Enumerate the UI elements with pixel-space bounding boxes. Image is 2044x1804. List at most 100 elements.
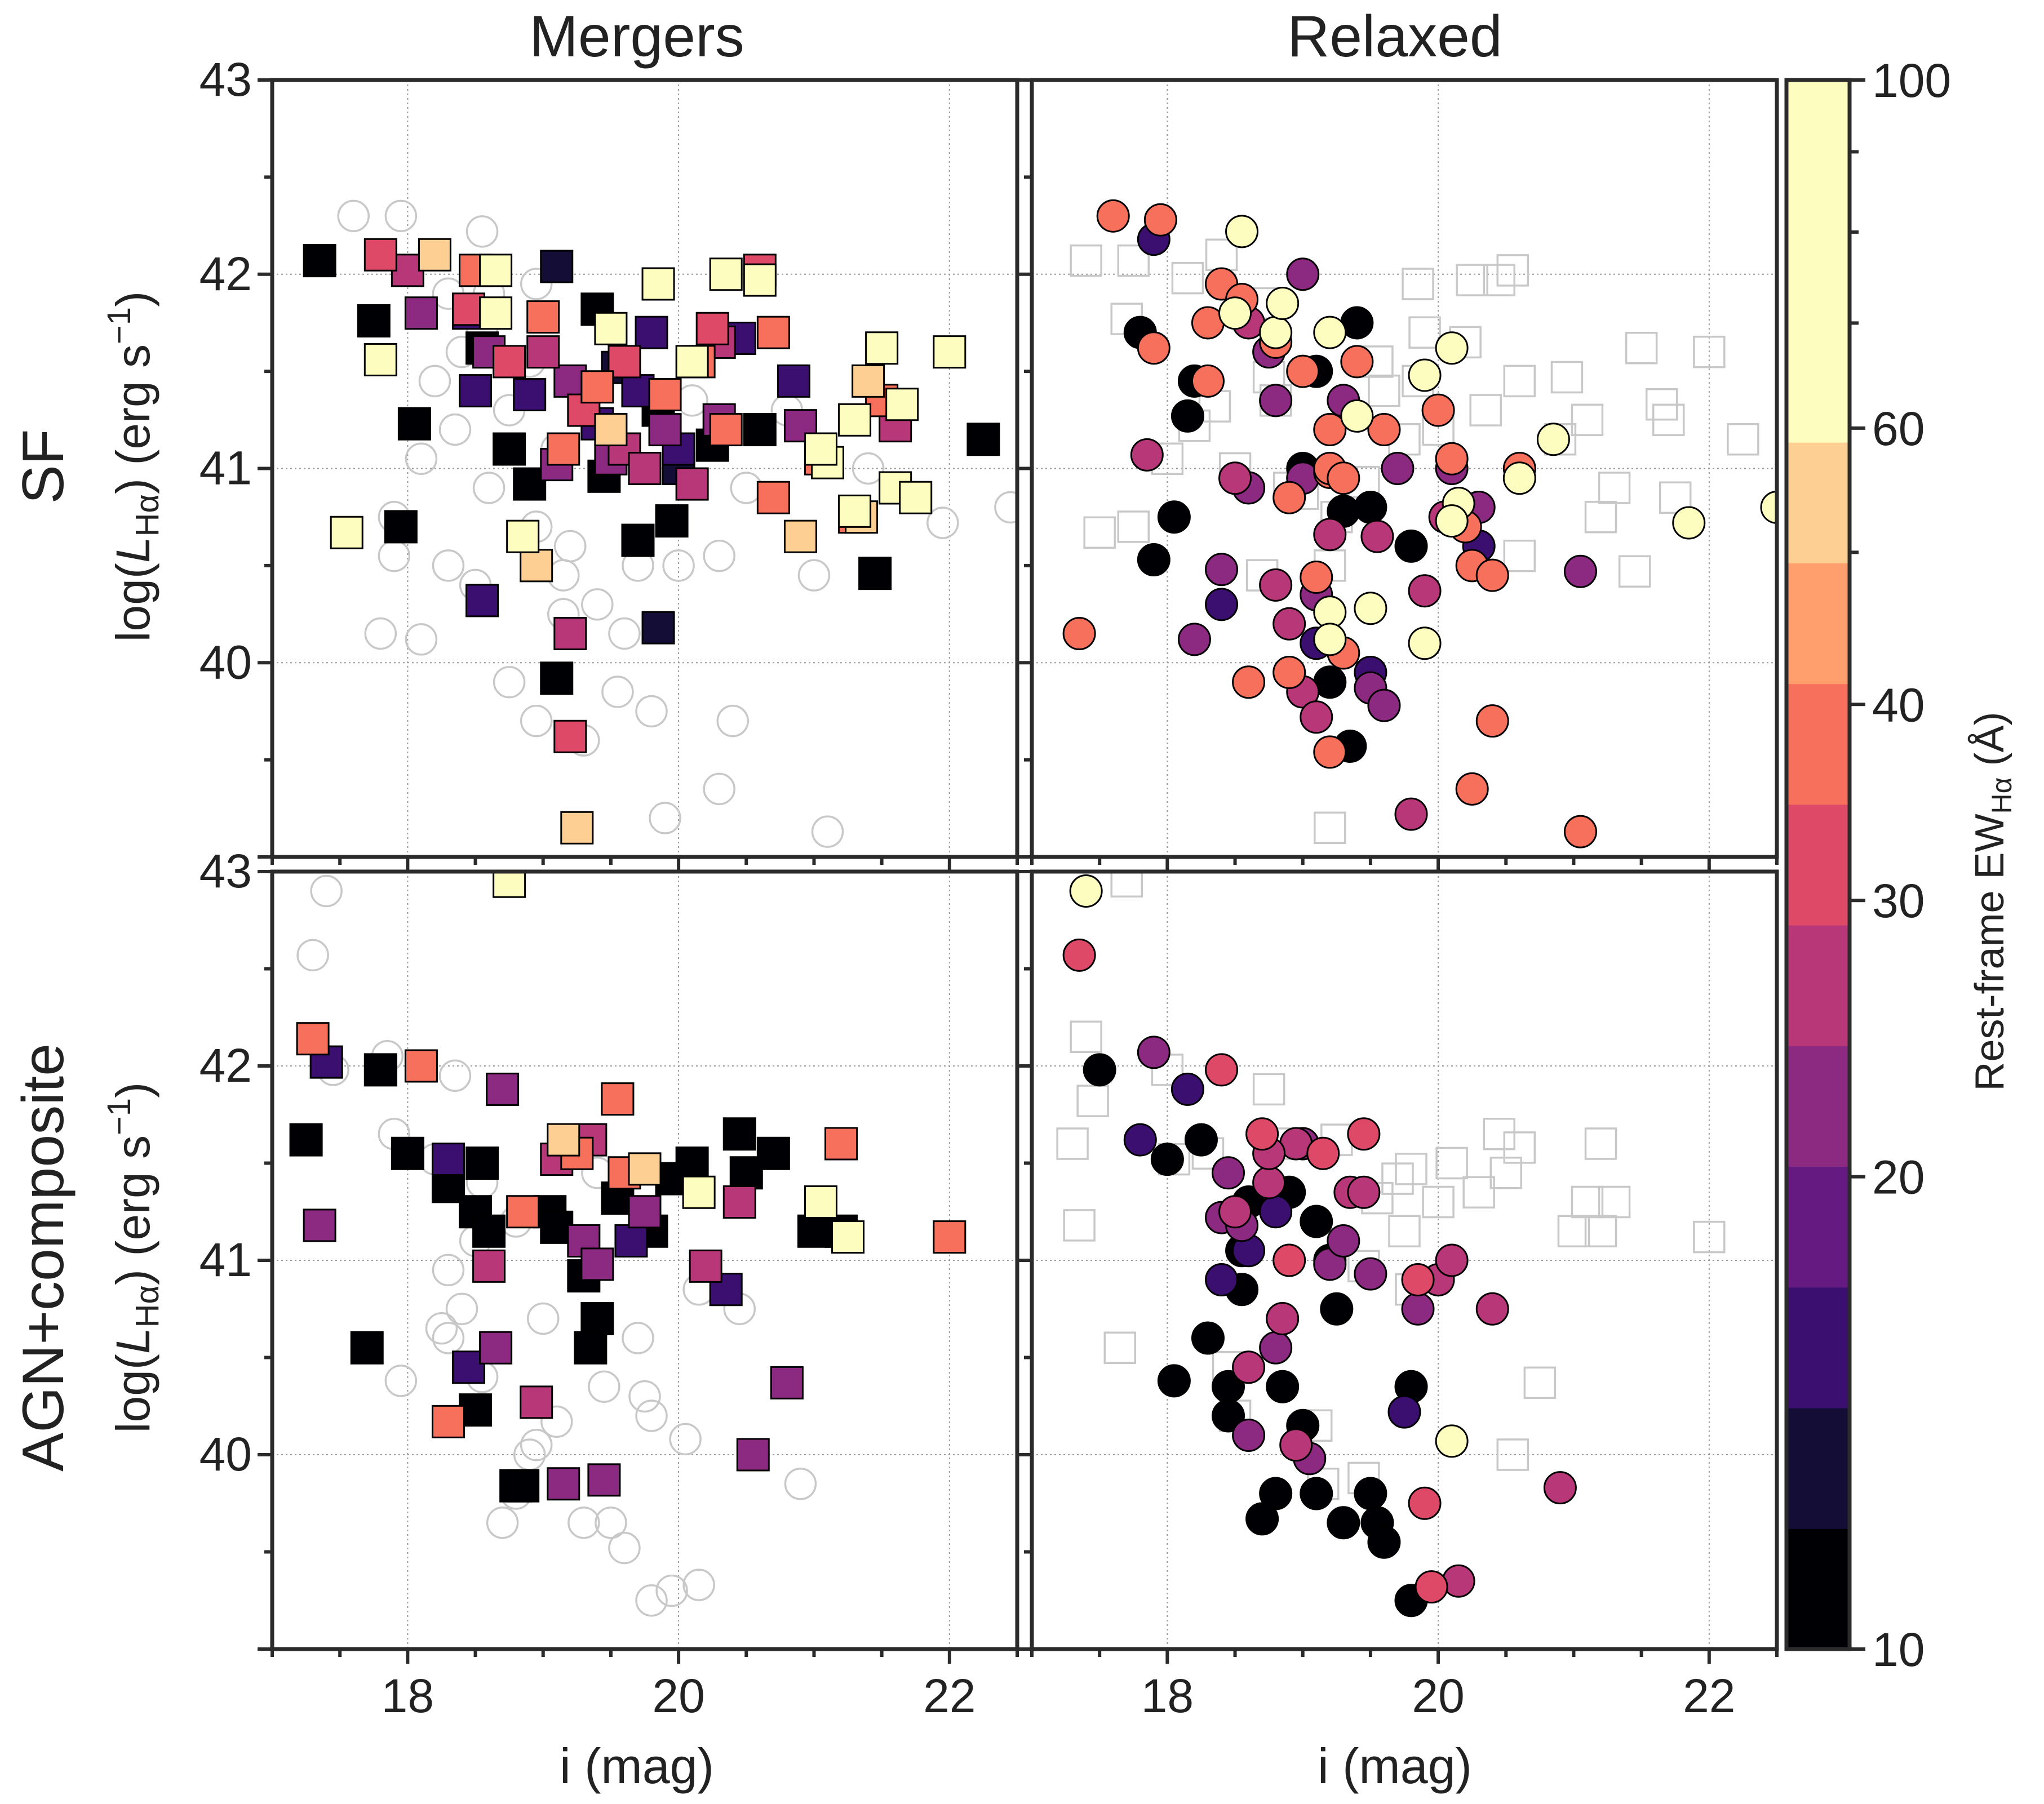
data-point [1279, 1428, 1313, 1462]
data-point [1435, 504, 1469, 538]
data-point [363, 343, 397, 376]
data-point [580, 1302, 614, 1335]
column-title-relaxed: Relaxed [1287, 4, 1502, 69]
colorbar: 10 20 30 40 60 100 [1784, 54, 1951, 1676]
data-point [418, 238, 451, 272]
data-point [1137, 331, 1170, 365]
data-point [547, 1123, 580, 1157]
background-point [662, 549, 695, 582]
background-point [852, 452, 885, 485]
data-series [1062, 199, 1777, 848]
data-point [1259, 1331, 1293, 1365]
background-point [567, 1507, 600, 1539]
data-point [540, 661, 574, 695]
y-tick-label: 40 [199, 636, 252, 688]
panel-agn-composite-mergers: 40 41 42 43 18 20 22 [199, 845, 1019, 1722]
colorbar-band [1786, 321, 1850, 443]
data-point [1408, 358, 1442, 392]
data-point [1408, 574, 1442, 608]
background-point [520, 268, 553, 300]
data-point [743, 413, 777, 447]
background-point [486, 1507, 519, 1539]
data-point [1212, 1399, 1245, 1433]
data-point [1327, 1224, 1360, 1258]
background-point [1056, 1127, 1089, 1160]
tick-marks [1017, 870, 1779, 1664]
data-point [1408, 1486, 1442, 1520]
data-point [1360, 519, 1394, 553]
background-point [1584, 1215, 1617, 1247]
data-point [547, 1467, 580, 1501]
panel-frame [270, 869, 1019, 1651]
background-point [1171, 261, 1204, 295]
data-point [1069, 874, 1103, 908]
data-point [513, 377, 547, 411]
tick-marks [258, 78, 1019, 872]
background-point [1388, 1215, 1421, 1247]
data-point [777, 364, 810, 398]
data-point [628, 452, 662, 485]
row-title-agn-composite: AGN+composite [11, 1043, 76, 1472]
background-point [520, 1429, 553, 1461]
x-tick-label: 22 [1683, 1669, 1735, 1722]
background-point [438, 1059, 472, 1092]
data-point [1327, 461, 1360, 495]
background-point [1489, 1157, 1523, 1189]
background-point [378, 539, 411, 572]
background-point [1645, 388, 1678, 421]
grid-lines [272, 871, 1017, 1649]
data-point [1232, 1419, 1266, 1452]
colorbar-tick-label: 20 [1872, 1151, 1925, 1204]
background-point [1103, 1331, 1136, 1364]
x-tick-label: 18 [1141, 1669, 1194, 1722]
data-point [1170, 1072, 1204, 1106]
background-point [1571, 1185, 1604, 1219]
background-point [425, 1312, 458, 1345]
data-point [1340, 399, 1374, 433]
background-point [1314, 811, 1346, 845]
tick-marks [1017, 78, 1779, 872]
data-point [493, 432, 526, 466]
colorbar-band [1786, 201, 1850, 322]
data-point [1354, 592, 1387, 625]
background-point [1117, 510, 1150, 543]
background-series [296, 874, 817, 1617]
background-point [797, 559, 831, 592]
data-point [1401, 1263, 1435, 1296]
data-point [465, 584, 499, 617]
data-point [1137, 1036, 1170, 1069]
data-point [966, 423, 1000, 456]
background-point [581, 588, 614, 621]
data-point [1536, 423, 1570, 456]
data-point [1300, 1477, 1333, 1510]
data-point [296, 1022, 330, 1056]
data-point [1272, 481, 1306, 514]
data-point [1354, 1257, 1387, 1291]
background-point [1503, 1131, 1536, 1164]
data-point [933, 335, 966, 369]
data-point [1543, 1471, 1577, 1505]
background-point [1368, 374, 1400, 407]
data-point [1327, 1506, 1360, 1540]
data-point [1408, 626, 1442, 660]
data-point [1184, 1123, 1218, 1157]
row-title-sf: SF [11, 429, 76, 504]
data-point [783, 519, 817, 553]
background-point [635, 1584, 668, 1617]
data-point [1143, 203, 1177, 237]
grid-lines [1032, 871, 1777, 1649]
background-point [622, 1322, 654, 1354]
data-point [621, 523, 655, 557]
background-point [432, 1254, 465, 1286]
data-point [1245, 1117, 1279, 1151]
data-point [1367, 1525, 1401, 1559]
data-series [289, 872, 966, 1503]
background-point [384, 199, 418, 233]
background-point [1469, 394, 1502, 426]
data-point [1130, 438, 1164, 472]
background-point [405, 442, 438, 476]
colorbar-band [1786, 1166, 1850, 1288]
data-point [1475, 558, 1509, 592]
data-point [506, 519, 540, 553]
